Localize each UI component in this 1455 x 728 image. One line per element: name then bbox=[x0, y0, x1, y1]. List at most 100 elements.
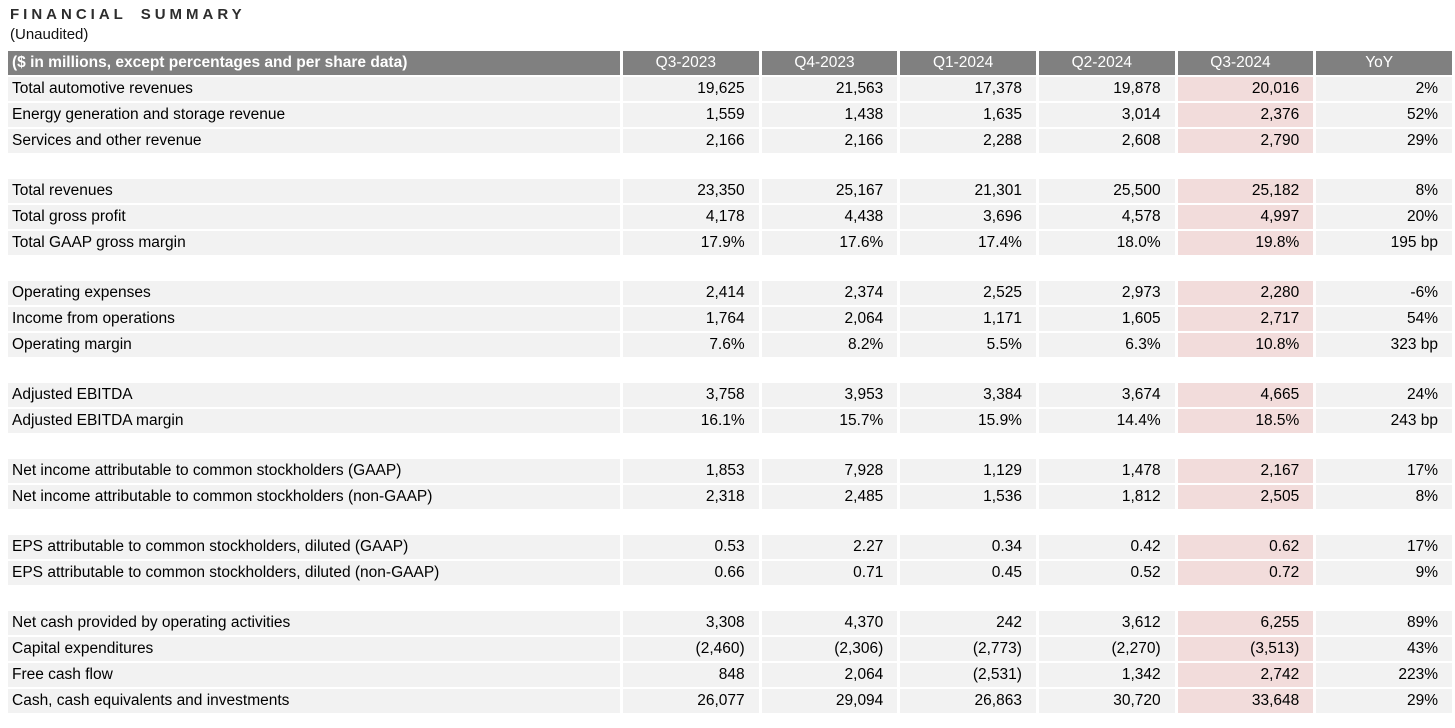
value-cell: 0.42 bbox=[1035, 535, 1175, 561]
value-cell: 15.9% bbox=[897, 409, 1036, 435]
value-cell: 2,376 bbox=[1174, 103, 1314, 129]
value-cell: 25,500 bbox=[1035, 179, 1175, 205]
row-label: Operating expenses bbox=[8, 281, 620, 307]
value-cell: 1,478 bbox=[1035, 459, 1175, 485]
row-label: Free cash flow bbox=[8, 663, 620, 689]
value-cell: 19,878 bbox=[1035, 77, 1175, 103]
value-cell: 2,280 bbox=[1174, 281, 1314, 307]
value-cell: 33,648 bbox=[1174, 689, 1314, 715]
table-row: Operating margin 7.6% 8.2% 5.5% 6.3% 10.8% 323… bbox=[8, 333, 1452, 359]
value-cell: 20,016 bbox=[1174, 77, 1314, 103]
row-label: EPS attributable to common stockholders,… bbox=[8, 535, 620, 561]
table-row: Services and other revenue 2,166 2,166 2,28… bbox=[8, 129, 1452, 155]
value-cell: 0.45 bbox=[897, 561, 1036, 587]
header-column-q4-2023: Q4-2023 bbox=[758, 51, 898, 77]
yoy-cell: 20% bbox=[1313, 205, 1452, 231]
table-row: Cash, cash equivalents and investments 26… bbox=[8, 689, 1452, 715]
value-cell: 3,612 bbox=[1035, 611, 1175, 637]
table-row: EPS attributable to common stockholders,… bbox=[8, 561, 1452, 587]
value-cell: 1,536 bbox=[897, 485, 1036, 511]
row-label: Total gross profit bbox=[8, 205, 620, 231]
value-cell: (2,773) bbox=[897, 637, 1036, 663]
value-cell: 2,742 bbox=[1174, 663, 1314, 689]
value-cell: 26,077 bbox=[620, 689, 759, 715]
spacer-row bbox=[8, 155, 1452, 179]
value-cell: 1,171 bbox=[897, 307, 1036, 333]
row-label: Total revenues bbox=[8, 179, 620, 205]
page-title: FINANCIAL SUMMARY bbox=[10, 6, 246, 23]
value-cell: 6,255 bbox=[1174, 611, 1314, 637]
value-cell: 14.4% bbox=[1035, 409, 1175, 435]
value-cell: 1,605 bbox=[1035, 307, 1175, 333]
value-cell: 2,485 bbox=[758, 485, 898, 511]
value-cell: 4,370 bbox=[758, 611, 898, 637]
value-cell: 16.1% bbox=[620, 409, 759, 435]
row-label: Services and other revenue bbox=[8, 129, 620, 155]
value-cell: 0.53 bbox=[620, 535, 759, 561]
row-label: Net cash provided by operating activitie… bbox=[8, 611, 620, 637]
row-label: Adjusted EBITDA bbox=[8, 383, 620, 409]
value-cell: 3,696 bbox=[897, 205, 1036, 231]
row-label: Adjusted EBITDA margin bbox=[8, 409, 620, 435]
value-cell: 3,758 bbox=[620, 383, 759, 409]
value-cell: 2,973 bbox=[1035, 281, 1175, 307]
value-cell: (2,531) bbox=[897, 663, 1036, 689]
value-cell: 1,635 bbox=[897, 103, 1036, 129]
value-cell: 17.9% bbox=[620, 231, 759, 257]
value-cell: 1,129 bbox=[897, 459, 1036, 485]
row-label: Income from operations bbox=[8, 307, 620, 333]
table-row: Adjusted EBITDA 3,758 3,953 3,384 3,674 4,665… bbox=[8, 383, 1452, 409]
value-cell: 3,384 bbox=[897, 383, 1036, 409]
value-cell: 0.52 bbox=[1035, 561, 1175, 587]
value-cell: 23,350 bbox=[620, 179, 759, 205]
row-label: Total GAAP gross margin bbox=[8, 231, 620, 257]
value-cell: 2,790 bbox=[1174, 129, 1314, 155]
value-cell: 3,308 bbox=[620, 611, 759, 637]
value-cell: 2.27 bbox=[758, 535, 898, 561]
value-cell: 6.3% bbox=[1035, 333, 1175, 359]
row-label: EPS attributable to common stockholders,… bbox=[8, 561, 620, 587]
value-cell: 8.2% bbox=[758, 333, 898, 359]
value-cell: 26,863 bbox=[897, 689, 1036, 715]
table-row: Total GAAP gross margin 17.9% 17.6% 17.4% 18… bbox=[8, 231, 1452, 257]
value-cell: (2,306) bbox=[758, 637, 898, 663]
value-cell: 4,438 bbox=[758, 205, 898, 231]
value-cell: 2,608 bbox=[1035, 129, 1175, 155]
header-column-q3-2023: Q3-2023 bbox=[620, 51, 759, 77]
value-cell: 4,578 bbox=[1035, 205, 1175, 231]
value-cell: 2,414 bbox=[620, 281, 759, 307]
row-label: Cash, cash equivalents and investments bbox=[8, 689, 620, 715]
value-cell: 25,182 bbox=[1174, 179, 1314, 205]
value-cell: 21,301 bbox=[897, 179, 1036, 205]
value-cell: 15.7% bbox=[758, 409, 898, 435]
yoy-cell: 24% bbox=[1313, 383, 1452, 409]
header-column-q2-2024: Q2-2024 bbox=[1035, 51, 1175, 77]
value-cell: 7.6% bbox=[620, 333, 759, 359]
value-cell: (3,513) bbox=[1174, 637, 1314, 663]
value-cell: 0.34 bbox=[897, 535, 1036, 561]
value-cell: 2,505 bbox=[1174, 485, 1314, 511]
yoy-cell: 29% bbox=[1313, 129, 1452, 155]
spacer-row bbox=[8, 257, 1452, 281]
value-cell: 2,166 bbox=[620, 129, 759, 155]
value-cell: 25,167 bbox=[758, 179, 898, 205]
table-row: Net cash provided by operating activitie… bbox=[8, 611, 1452, 637]
financial-summary-table: ($ in millions, except percentages and p… bbox=[8, 51, 1452, 715]
value-cell: 1,438 bbox=[758, 103, 898, 129]
value-cell: 1,853 bbox=[620, 459, 759, 485]
value-cell: 2,318 bbox=[620, 485, 759, 511]
row-label: Total automotive revenues bbox=[8, 77, 620, 103]
value-cell: 242 bbox=[897, 611, 1036, 637]
row-label: Energy generation and storage revenue bbox=[8, 103, 620, 129]
table-row: Adjusted EBITDA margin 16.1% 15.7% 15.9% 14.… bbox=[8, 409, 1452, 435]
value-cell: 4,665 bbox=[1174, 383, 1314, 409]
header-column-yoy: YoY bbox=[1313, 51, 1452, 77]
value-cell: 4,997 bbox=[1174, 205, 1314, 231]
value-cell: 30,720 bbox=[1035, 689, 1175, 715]
value-cell: 3,674 bbox=[1035, 383, 1175, 409]
page-subtitle: (Unaudited) bbox=[10, 26, 89, 43]
value-cell: 3,014 bbox=[1035, 103, 1175, 129]
row-label: Operating margin bbox=[8, 333, 620, 359]
yoy-cell: -6% bbox=[1313, 281, 1452, 307]
